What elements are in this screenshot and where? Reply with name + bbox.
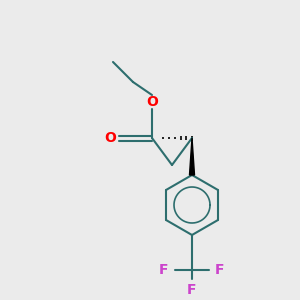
Polygon shape — [190, 138, 194, 175]
Text: F: F — [187, 283, 197, 297]
Text: F: F — [215, 263, 225, 277]
Text: O: O — [146, 95, 158, 109]
Text: F: F — [159, 263, 169, 277]
Text: O: O — [104, 131, 116, 145]
